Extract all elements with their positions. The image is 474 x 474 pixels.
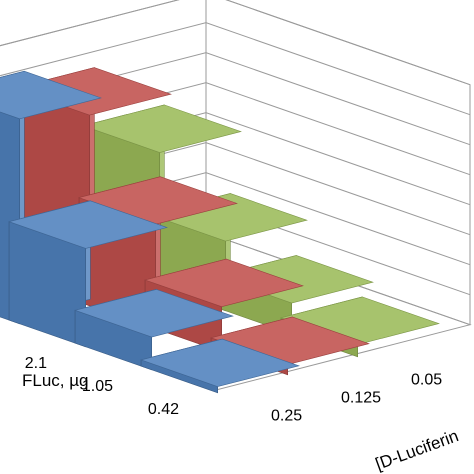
gridline <box>0 22 471 116</box>
x-tick-label: 1.05 <box>82 378 113 395</box>
bar-top-face <box>82 104 242 153</box>
x-tick-label: 2.1 <box>25 355 47 372</box>
gridline <box>0 0 471 86</box>
z-tick-label: 0.25 <box>271 408 302 425</box>
bar <box>140 338 300 394</box>
z-tick-labels: 0.25 0.125 0.05 <box>271 372 442 425</box>
bar-top-face <box>144 258 304 308</box>
x-tick-label: 0.42 <box>148 401 179 418</box>
z-axis-title: [D-Luciferin <box>373 426 461 474</box>
bar-top-face <box>74 289 234 338</box>
z-tick-label: 0.05 <box>411 372 442 389</box>
bars <box>0 67 440 394</box>
bar-top-face <box>0 70 102 120</box>
bar-top-face <box>140 338 300 387</box>
bar <box>74 289 234 371</box>
x-axis-title: FLuc, µg <box>22 371 89 390</box>
bar-top-face <box>8 200 168 249</box>
z-tick-label: 0.125 <box>341 390 381 407</box>
x-tick-labels: 4.22.11.050.42 <box>25 355 179 418</box>
bar <box>8 200 168 348</box>
